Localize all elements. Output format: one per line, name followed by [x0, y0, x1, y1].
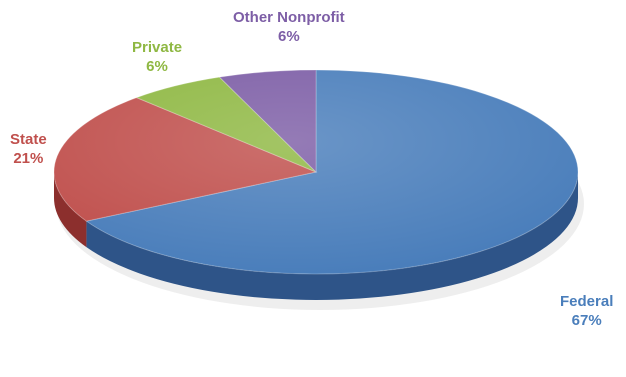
label-private-name: Private — [132, 39, 183, 56]
pie-highlight — [54, 70, 578, 274]
label-private: Private 6% — [132, 38, 182, 76]
label-federal-value: 67% — [571, 312, 602, 329]
label-state: State 21% — [10, 130, 47, 168]
label-other-value: 6% — [277, 28, 300, 45]
label-state-value: 21% — [13, 150, 44, 167]
label-federal-name: Federal — [560, 293, 614, 310]
label-other-name: Other Nonprofit — [233, 9, 345, 26]
label-federal: Federal 67% — [560, 292, 613, 330]
label-private-value: 6% — [146, 58, 168, 75]
label-other-nonprofit: Other Nonprofit 6% — [233, 8, 345, 46]
label-state-name: State — [10, 131, 47, 148]
pie-side-state — [54, 172, 87, 248]
pie-side-federal — [86, 172, 578, 301]
